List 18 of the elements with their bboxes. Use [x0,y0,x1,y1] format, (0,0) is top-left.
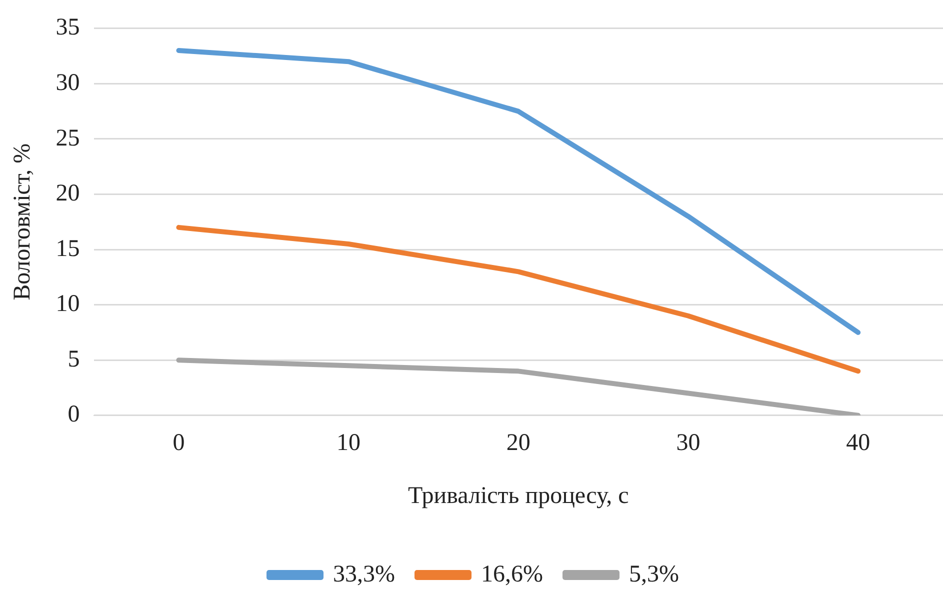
y-tick-label: 0 [68,402,80,428]
y-tick-label: 25 [56,125,80,152]
y-tick-label: 5 [68,346,80,372]
y-tick-label: 30 [56,70,80,96]
legend-label: 16,6% [481,561,544,588]
y-tick-label: 10 [56,291,80,318]
x-tick-label: 30 [676,430,700,456]
x-tick-label: 40 [846,430,870,456]
x-axis-title: Тривалість процесу, с [408,482,629,509]
x-tick-label: 20 [506,430,530,456]
x-tick-label: 10 [336,430,361,456]
y-tick-label: 20 [56,180,80,207]
legend-label: 33,3% [333,561,396,588]
y-tick-label: 35 [56,14,80,41]
y-axis-title: Вологовміст, % [10,143,36,300]
x-tick-label: 0 [172,430,185,456]
y-tick-label: 15 [56,236,80,262]
legend-label: 5,3% [628,561,679,588]
